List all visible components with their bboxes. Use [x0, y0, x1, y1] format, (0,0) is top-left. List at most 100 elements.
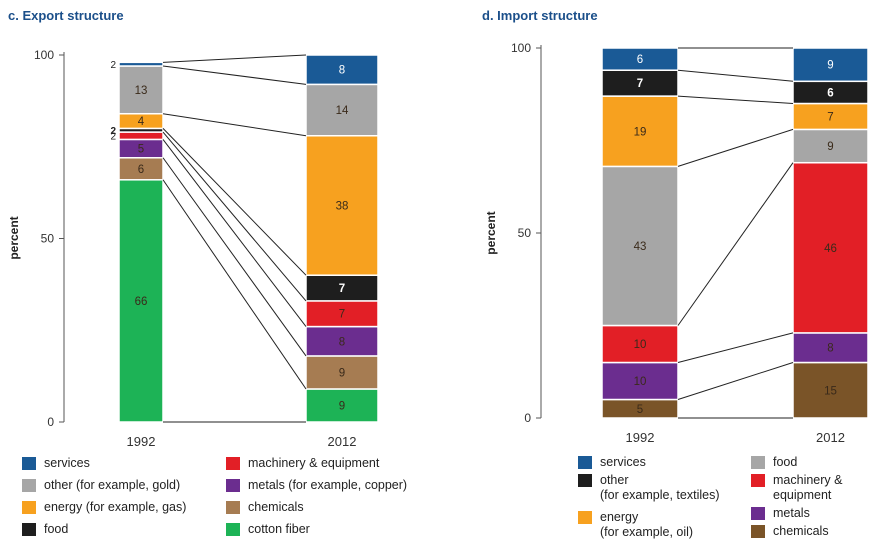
export-y-tick-label: 0	[47, 415, 54, 429]
export-y-tick-label: 100	[34, 48, 54, 62]
import-data-label-1992-other: 43	[634, 241, 647, 253]
import-legend-label: machinery & equipment	[773, 473, 843, 502]
export-legend-swatch	[22, 457, 36, 470]
import-legend-swatch	[578, 474, 592, 487]
import-legend-swatch	[578, 456, 592, 469]
import-y-tick-label: 100	[511, 41, 531, 55]
export-bar-2012-services	[305, 54, 379, 86]
export-legend-item-energy: energy (for example, gas)	[22, 500, 186, 515]
import-connector-other	[677, 128, 794, 167]
export-y-axis-label: percent	[7, 216, 21, 259]
import-data-label-2012-food: 6	[827, 87, 833, 99]
import-data-label-1992-chem_import: 5	[637, 404, 643, 416]
export-data-label-2012-metals: 8	[339, 336, 345, 348]
export-legend-item-chemicals: chemicals	[226, 500, 304, 515]
import-data-label-2012-other: 9	[827, 141, 833, 153]
export-category-label: 1992	[127, 434, 156, 449]
export-legend-swatch	[226, 479, 240, 492]
export-bar-1992-machinery	[118, 131, 164, 141]
import-chart-title: d. Import structure	[482, 8, 598, 23]
export-legend-swatch	[22, 523, 36, 536]
export-data-label-1992-cotton: 66	[135, 296, 148, 308]
export-legend-swatch	[226, 501, 240, 514]
import-data-label-1992-machinery: 10	[634, 339, 647, 351]
import-bar-1992-energy	[601, 95, 679, 168]
export-data-label-1992-other: 13	[135, 85, 148, 97]
import-legend-label: other (for example, textiles)	[600, 473, 720, 502]
export-legend-label: metals (for example, copper)	[248, 478, 408, 492]
export-data-label-2012-energy: 38	[336, 200, 349, 212]
export-connector-other	[162, 65, 307, 85]
export-legend-label: other (for example, gold)	[44, 478, 181, 492]
export-connector-metals	[162, 139, 307, 327]
export-bar-2012-machinery	[305, 300, 379, 328]
import-legend-swatch	[751, 507, 765, 520]
export-connector-food	[162, 128, 307, 276]
import-bar-2012-other	[792, 128, 869, 164]
export-bar-2012-metals	[305, 325, 379, 357]
export-legend-item-metals: metals (for example, copper)	[226, 478, 407, 493]
export-legend-label: chemicals	[248, 500, 304, 514]
import-bar-1992-other	[601, 165, 679, 327]
import-legend-item-food: other (for example, textiles)	[578, 473, 719, 503]
export-legend-item-machinery: machinery & equipment	[226, 456, 379, 471]
export-legend-label: energy (for example, gas)	[44, 500, 187, 514]
export-data-label-1992-chemicals: 6	[138, 164, 144, 176]
export-legend-item-food: food	[22, 522, 68, 537]
export-legend-label: food	[44, 522, 69, 536]
import-data-label-1992-services: 6	[637, 54, 643, 66]
export-legend-label: machinery & equipment	[248, 456, 380, 470]
export-legend-item-cotton: cotton fiber	[226, 522, 310, 537]
export-data-label-1992-services: 2	[110, 60, 116, 71]
import-data-label-1992-food: 7	[637, 78, 643, 90]
import-bar-1992-metals	[601, 361, 679, 401]
import-connector-metals	[677, 332, 794, 363]
import-data-label-2012-machinery: 46	[824, 243, 837, 255]
import-legend-label: food	[773, 455, 798, 469]
import-bar-2012-energy	[792, 102, 869, 131]
export-chart-title: c. Export structure	[8, 8, 124, 23]
export-data-label-1992-metals: 5	[138, 144, 144, 156]
import-data-label-1992-metals: 10	[634, 376, 647, 388]
import-legend-item-other: food	[751, 455, 797, 470]
export-legend-swatch	[226, 523, 240, 536]
import-data-label-2012-energy: 7	[827, 111, 833, 123]
import-bar-1992-services	[601, 47, 679, 71]
import-bar-2012-metals	[792, 332, 869, 364]
export-bar-1992-services	[118, 61, 164, 67]
import-legend-item-energy: energy (for example, oil)	[578, 510, 693, 540]
import-y-axis-label: percent	[484, 211, 498, 254]
export-data-label-2012-services: 8	[339, 65, 345, 77]
import-legend-swatch	[751, 474, 765, 487]
export-bar-2012-energy	[305, 134, 379, 276]
import-data-label-2012-chem_import: 15	[824, 385, 837, 397]
import-legend-item-services: services	[578, 455, 646, 470]
export-data-label-1992-food: 2	[110, 126, 116, 137]
export-category-label: 2012	[328, 434, 357, 449]
export-legend-item-services: services	[22, 456, 90, 471]
import-legend-label: services	[600, 455, 646, 469]
export-data-label-2012-chemicals: 9	[339, 367, 345, 379]
export-bar-2012-food	[305, 274, 379, 302]
import-category-label: 2012	[816, 430, 845, 445]
import-legend-item-chem_import: chemicals	[751, 524, 829, 539]
export-data-label-1992-machinery: 2	[110, 132, 116, 143]
import-data-label-2012-services: 9	[827, 60, 833, 72]
import-category-label: 1992	[626, 430, 655, 445]
export-legend-swatch	[226, 457, 240, 470]
import-legend-swatch	[578, 511, 592, 524]
export-data-label-2012-cotton: 9	[339, 400, 345, 412]
import-legend-item-metals: metals	[751, 506, 810, 521]
export-y-tick-label: 50	[41, 232, 55, 246]
export-connector-energy	[162, 113, 307, 137]
export-data-label-2012-other: 14	[336, 105, 349, 117]
import-legend-item-machinery: machinery & equipment	[751, 473, 842, 503]
import-connector-machinery	[677, 162, 794, 326]
import-legend-swatch	[751, 456, 765, 469]
export-legend-swatch	[22, 501, 36, 514]
import-y-tick-label: 0	[524, 411, 531, 425]
import-legend-label: metals	[773, 506, 810, 520]
import-connector-chem_import	[677, 362, 794, 400]
import-bar-2012-services	[792, 47, 869, 83]
